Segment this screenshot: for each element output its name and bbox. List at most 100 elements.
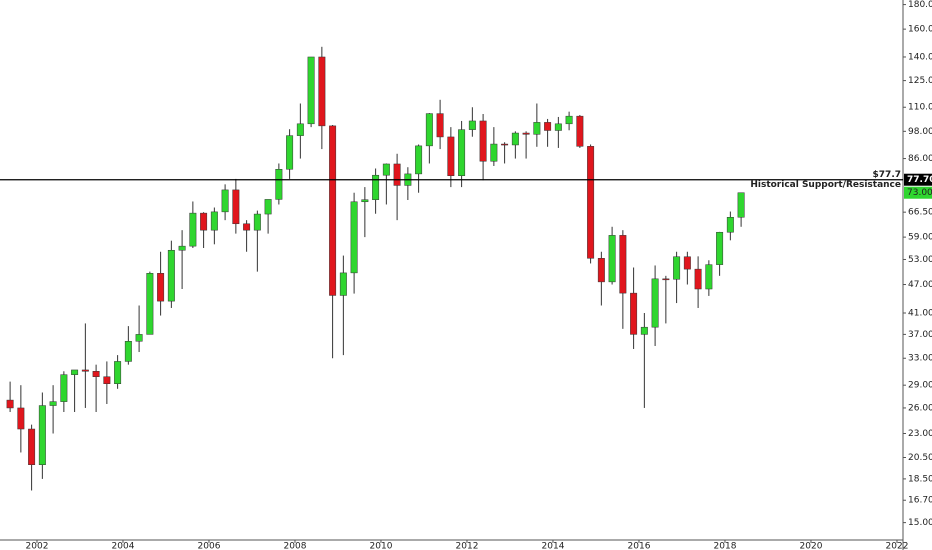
candle-body bbox=[597, 258, 605, 283]
support-value: $77.7 bbox=[873, 170, 901, 180]
y-tick-label: 47.00 bbox=[908, 280, 932, 290]
candle-body bbox=[60, 374, 68, 402]
x-tick-label: 2022 bbox=[886, 542, 909, 550]
x-tick-label: 2020 bbox=[800, 542, 823, 550]
y-tick-label: 26.00 bbox=[908, 403, 932, 413]
y-tick-label: 110.00 bbox=[908, 103, 932, 113]
candle-body bbox=[135, 334, 143, 342]
candle-body bbox=[576, 115, 584, 147]
y-tick-label: 20.50 bbox=[908, 453, 932, 463]
candle-body bbox=[81, 369, 89, 372]
candle-body bbox=[694, 268, 702, 290]
candle-body bbox=[662, 278, 670, 281]
candle-body bbox=[554, 123, 562, 131]
y-tick-label: 33.00 bbox=[908, 354, 932, 364]
candle-body bbox=[157, 273, 165, 302]
candle-body bbox=[490, 143, 498, 162]
candle-body bbox=[651, 278, 659, 328]
candle-body bbox=[49, 401, 57, 406]
candle-body bbox=[511, 132, 519, 146]
x-tick-label: 2006 bbox=[198, 542, 221, 550]
y-tick-label: 66.50 bbox=[908, 208, 932, 218]
candle-body bbox=[264, 199, 272, 215]
candle-body bbox=[318, 56, 326, 127]
y-tick-label: 125.00 bbox=[908, 76, 932, 86]
candle-body bbox=[28, 428, 36, 465]
y-tick-label: 140.00 bbox=[908, 52, 932, 62]
x-tick-label: 2008 bbox=[284, 542, 307, 550]
y-tick-label: 15.00 bbox=[908, 518, 932, 528]
candle-body bbox=[726, 216, 734, 233]
candle-body bbox=[608, 235, 616, 283]
candle-body bbox=[6, 399, 14, 409]
candle-body bbox=[415, 145, 423, 175]
candle-body bbox=[200, 212, 208, 231]
candle-body bbox=[361, 199, 369, 203]
y-tick-label: 37.00 bbox=[908, 330, 932, 340]
last-price-label: 73.00 bbox=[907, 188, 932, 198]
candle-body bbox=[339, 272, 347, 296]
support-text: Historical Support/Resistance bbox=[750, 180, 901, 190]
y-tick-label: 41.00 bbox=[908, 308, 932, 318]
candle-body bbox=[275, 169, 283, 200]
candle-body bbox=[189, 212, 197, 247]
last-price-box bbox=[904, 186, 932, 199]
candle-body bbox=[124, 341, 132, 362]
x-tick-label: 2004 bbox=[112, 542, 135, 550]
candle-body bbox=[468, 120, 476, 130]
candle-body bbox=[17, 407, 25, 430]
candle-body bbox=[425, 113, 433, 147]
candle-body bbox=[458, 129, 466, 176]
y-tick-label: 160.00 bbox=[908, 25, 932, 35]
y-tick-label: 180.00 bbox=[908, 0, 932, 10]
candle-body bbox=[146, 273, 154, 335]
candle-body bbox=[329, 125, 337, 296]
candle-body bbox=[92, 371, 100, 377]
y-tick-label: 23.00 bbox=[908, 429, 932, 439]
candle-body bbox=[307, 56, 315, 125]
y-tick-label: 29.00 bbox=[908, 381, 932, 391]
candle-body bbox=[221, 189, 229, 213]
candle-body bbox=[382, 163, 390, 176]
candle-body bbox=[243, 223, 251, 231]
candle-body bbox=[587, 146, 595, 259]
candle-body bbox=[103, 376, 111, 384]
candle-body bbox=[253, 213, 261, 231]
candle-body bbox=[167, 249, 175, 302]
y-tick-label: 59.00 bbox=[908, 233, 932, 243]
x-tick-label: 2010 bbox=[370, 542, 393, 550]
support-axis-label: 77.70 bbox=[907, 175, 932, 185]
candle-body bbox=[38, 405, 46, 465]
x-tick-label: 2014 bbox=[542, 542, 565, 550]
support-axis-box bbox=[904, 173, 932, 186]
candle-body bbox=[232, 189, 240, 225]
candle-body bbox=[737, 192, 745, 218]
y-tick-label: 16.70 bbox=[908, 496, 932, 506]
candle-body bbox=[544, 122, 552, 131]
candle-body bbox=[565, 115, 573, 125]
y-tick-label: 98.00 bbox=[908, 127, 932, 137]
y-tick-label: 18.50 bbox=[908, 474, 932, 484]
candle-body bbox=[479, 120, 487, 162]
candle-body bbox=[501, 143, 509, 146]
candle-body bbox=[447, 136, 455, 176]
candle-body bbox=[210, 211, 218, 231]
candle-body bbox=[683, 256, 691, 270]
x-tick-label: 2018 bbox=[714, 542, 737, 550]
candle-body bbox=[296, 123, 304, 136]
candle-body bbox=[71, 369, 79, 375]
candle-body bbox=[393, 163, 401, 186]
x-tick-label: 2002 bbox=[26, 542, 49, 550]
candle-body bbox=[178, 245, 186, 251]
candle-body bbox=[350, 201, 358, 274]
y-tick-label: 86.00 bbox=[908, 154, 932, 164]
candle-body bbox=[630, 292, 638, 335]
candle-body bbox=[716, 231, 724, 265]
candle-body bbox=[533, 122, 541, 135]
candle-body bbox=[640, 326, 648, 335]
candle-body bbox=[114, 361, 122, 384]
x-tick-label: 2016 bbox=[628, 542, 651, 550]
candle-body bbox=[619, 235, 627, 294]
candle-body bbox=[286, 135, 294, 170]
